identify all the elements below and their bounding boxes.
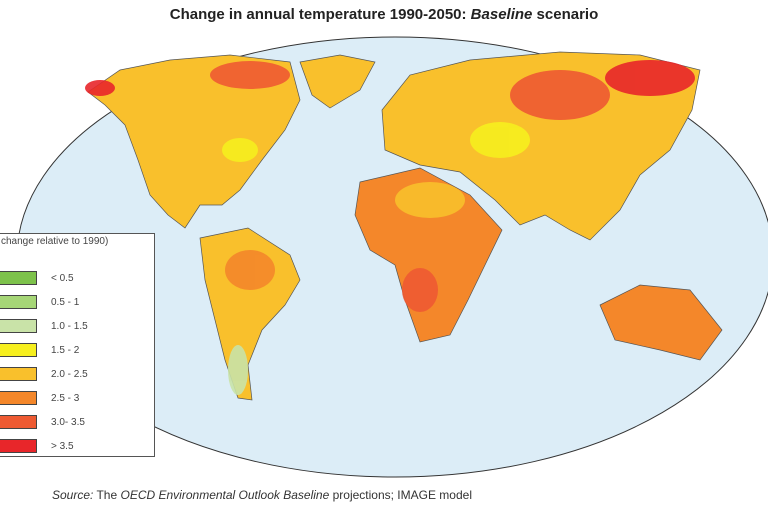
legend-item: 1.0 - 1.5	[0, 316, 88, 336]
legend-label: 2.0 - 2.5	[51, 368, 88, 380]
legend-label: 1.0 - 1.5	[51, 320, 88, 332]
australia	[599, 284, 723, 361]
africa	[354, 167, 503, 343]
legend-item: 2.0 - 2.5	[0, 364, 88, 384]
legend-item: 3.0- 3.5	[0, 412, 85, 432]
title-text: Change in annual temperature 1990-2050:	[169, 6, 471, 23]
legend-swatch	[0, 439, 37, 453]
legend-swatch	[0, 271, 37, 285]
legend-label: > 3.5	[51, 440, 74, 452]
legend-swatch	[0, 415, 37, 429]
source-label: Source:	[52, 488, 94, 502]
legend-label: 1.5 - 2	[51, 344, 80, 356]
south-america	[199, 227, 301, 401]
legend-label: 2.5 - 3	[51, 392, 80, 404]
legend-swatch	[0, 319, 37, 333]
legend-swatch	[0, 367, 37, 381]
map-title: Change in annual temperature 1990-2050: …	[0, 6, 768, 23]
legend-swatch	[0, 295, 37, 309]
legend-item: 2.5 - 3	[0, 388, 79, 408]
legend-swatch	[0, 391, 37, 405]
temperature-hotspots	[85, 60, 695, 395]
north-america	[87, 54, 301, 229]
legend-title: change relative to 1990)	[1, 236, 109, 247]
legend-label: 3.0- 3.5	[51, 416, 85, 428]
eurasia	[381, 51, 701, 241]
legend-swatch	[0, 343, 37, 357]
title-italic: Baseline	[470, 6, 533, 23]
source-italic: OECD Environmental Outlook Baseline	[120, 488, 330, 502]
source-note: Source: The OECD Environmental Outlook B…	[52, 488, 472, 502]
legend-item: < 0.5	[0, 268, 74, 288]
legend-item: 1.5 - 2	[0, 340, 79, 360]
source-text: The	[93, 488, 121, 502]
legend-item: > 3.5	[0, 436, 74, 456]
legend-label: 0.5 - 1	[51, 296, 80, 308]
legend: change relative to 1990) < 0.5 0.5 - 1 1.0…	[0, 233, 155, 457]
title-text-end: scenario	[532, 6, 599, 23]
legend-item: 0.5 - 1	[0, 292, 79, 312]
legend-label: < 0.5	[51, 272, 74, 284]
greenland	[299, 54, 376, 109]
source-text-end: projections; IMAGE model	[329, 488, 472, 502]
